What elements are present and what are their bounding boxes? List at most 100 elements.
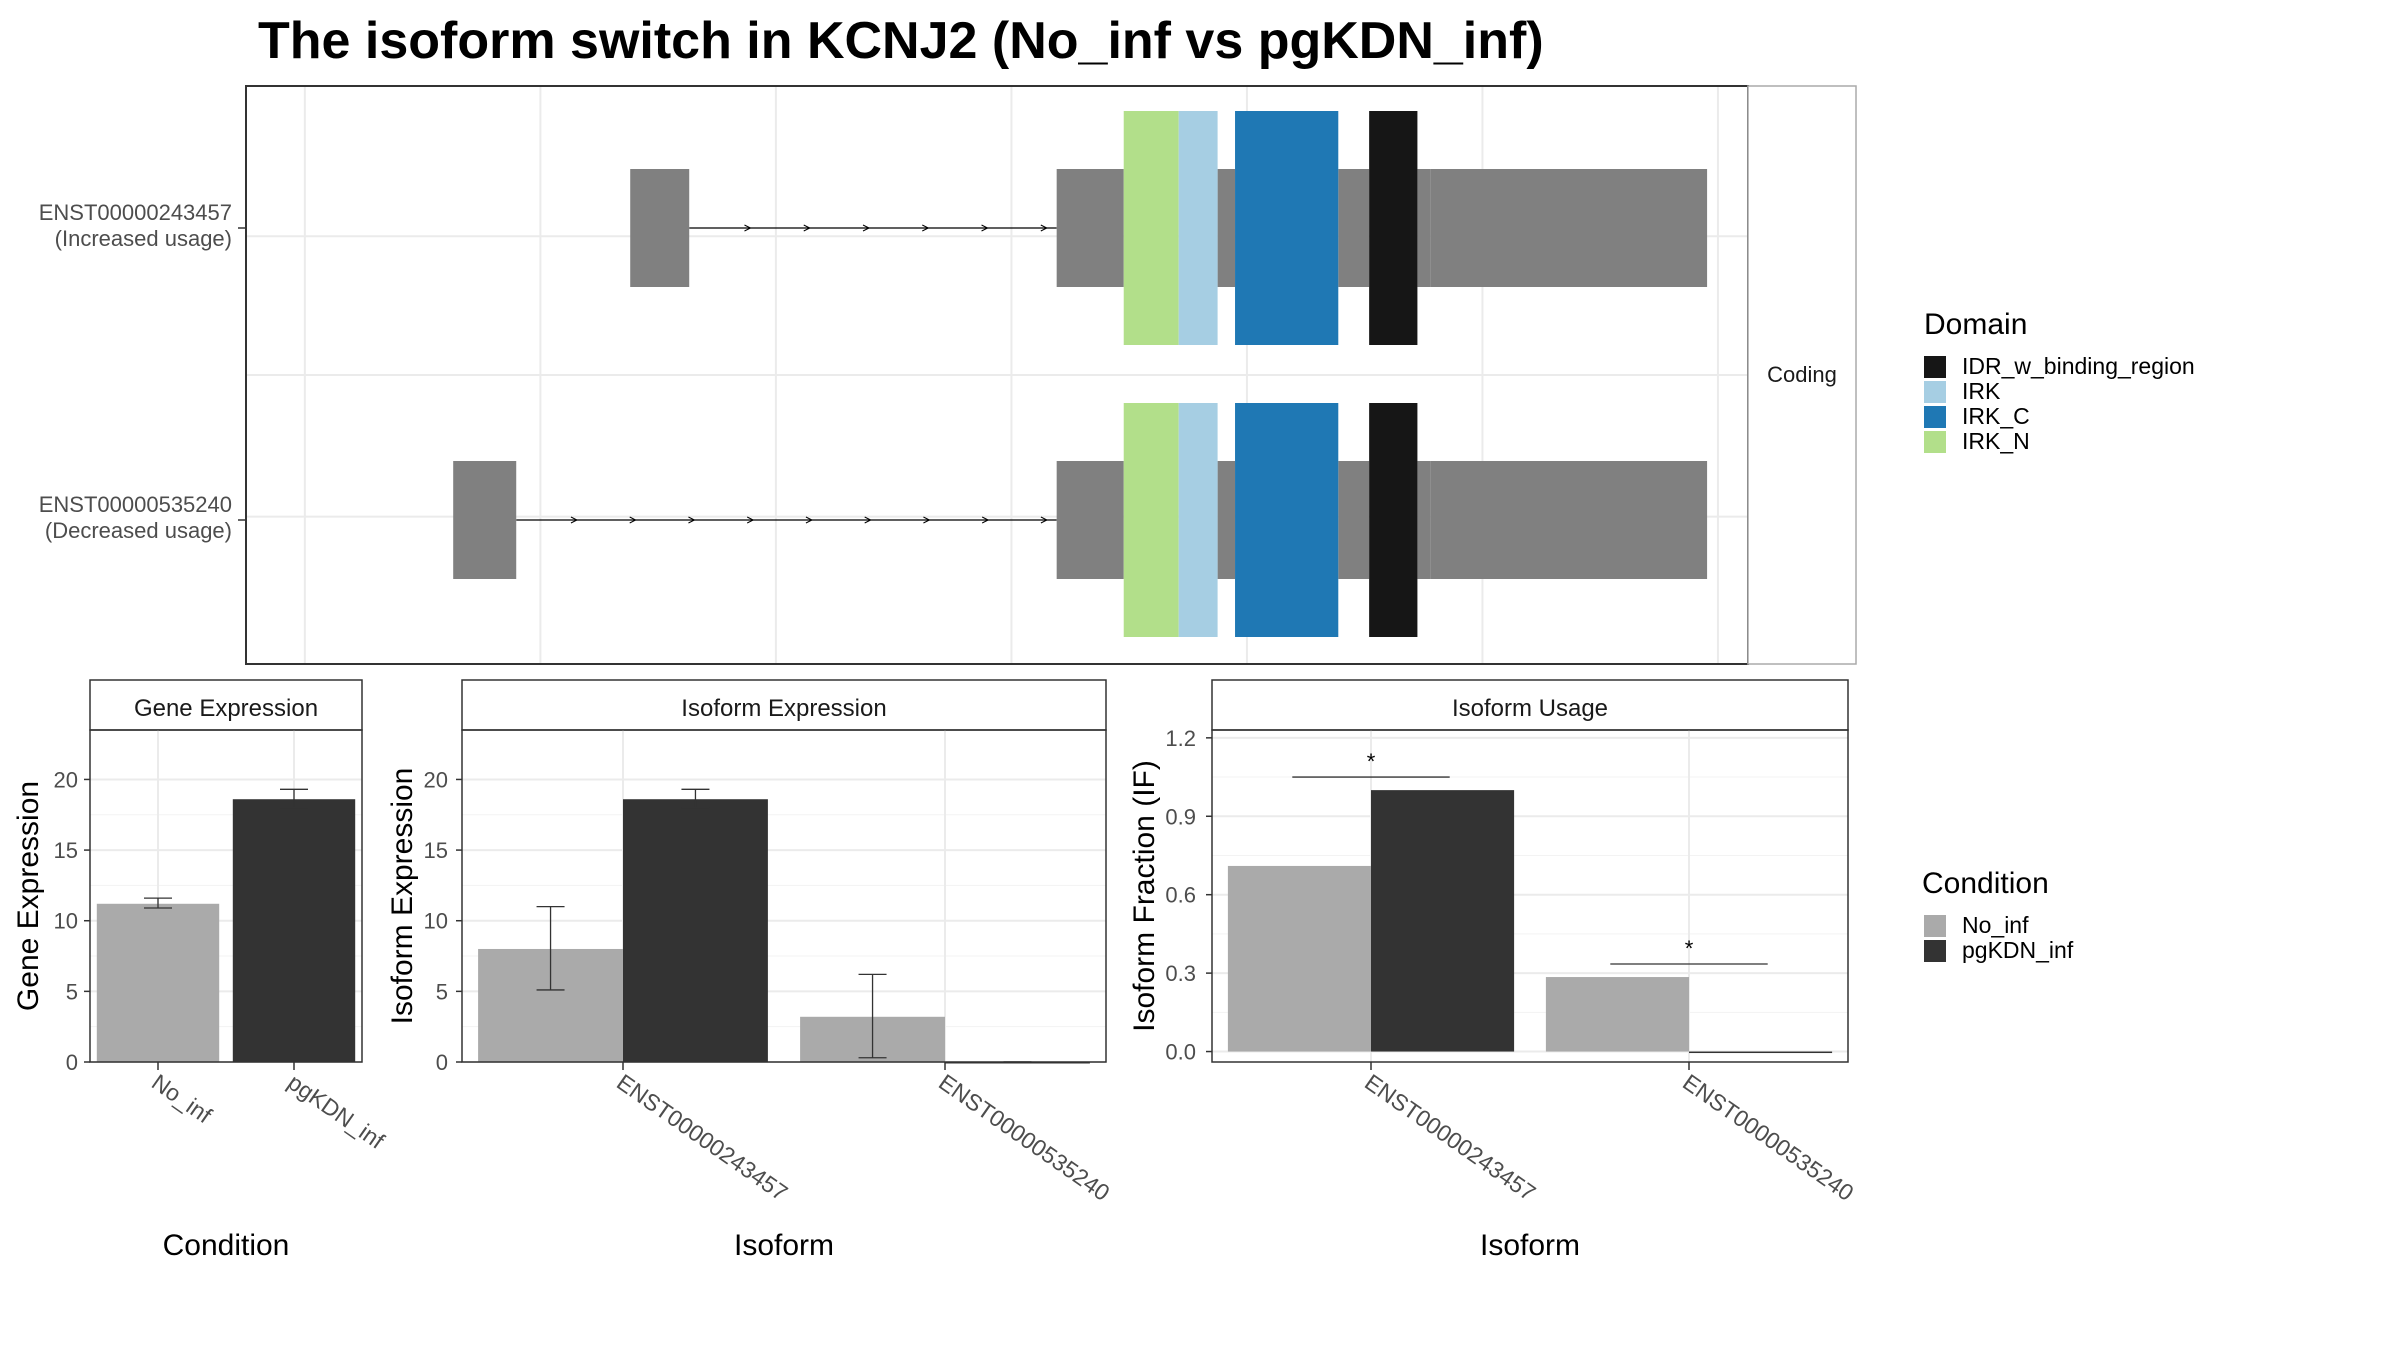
y-tick-label: 20	[54, 767, 78, 792]
intron-arrow	[803, 224, 811, 232]
exon-block	[1338, 169, 1370, 287]
transcript-usage-label: (Decreased usage)	[45, 518, 232, 543]
legend-label: IDR_w_binding_region	[1962, 353, 2195, 379]
bar-no-inf	[1227, 865, 1371, 1052]
y-tick-label: 0.3	[1165, 961, 1196, 986]
y-tick-label: 0.0	[1165, 1040, 1196, 1065]
domain-idr-w-binding-region	[1369, 111, 1418, 345]
domain-legend-title: Domain	[1924, 308, 2027, 341]
transcript-id-label: ENST00000243457	[39, 200, 232, 225]
y-tick-label: 15	[424, 838, 448, 863]
panel-strip-title: Isoform Usage	[1452, 695, 1608, 722]
exon-block	[1417, 461, 1431, 579]
x-tick-label: pgKDN_inf	[283, 1069, 390, 1154]
exon-block	[1217, 461, 1236, 579]
exon-block	[453, 461, 517, 579]
x-axis-title: Condition	[163, 1229, 290, 1262]
y-tick-label: 15	[54, 838, 78, 863]
intron-arrow	[864, 516, 872, 524]
domain-irk-n	[1123, 403, 1179, 637]
intron-arrow	[744, 224, 752, 232]
intron-arrow	[862, 224, 871, 232]
x-tick-label: ENST00000243457	[612, 1069, 792, 1206]
y-tick-label: 5	[66, 979, 78, 1004]
x-axis-title: Isoform	[734, 1229, 834, 1262]
transcript-ENST00000243457	[630, 111, 1708, 345]
significance-star: *	[1367, 749, 1376, 774]
y-tick-label: 20	[424, 767, 448, 792]
y-tick-label: 0	[66, 1050, 78, 1075]
exon-block	[1430, 461, 1708, 579]
plot-border	[461, 729, 1107, 1063]
panel-strip-title: Gene Expression	[134, 695, 318, 722]
bar-no-inf	[96, 903, 220, 1062]
bar-pgkdn-inf	[1371, 790, 1515, 1052]
panel-strip	[89, 679, 363, 731]
intron-arrow	[1040, 516, 1049, 524]
plot-border	[1211, 729, 1849, 1063]
y-tick-label: 0	[436, 1050, 448, 1075]
exon-block	[1217, 169, 1236, 287]
significance-star: *	[1685, 936, 1694, 961]
legend-swatch	[1924, 915, 1946, 937]
y-tick-label: 0.9	[1165, 804, 1196, 829]
y-tick-label: 1.2	[1165, 726, 1196, 751]
y-axis-title: Isoform Fraction (IF)	[1128, 760, 1161, 1032]
x-tick-label: ENST00000535240	[934, 1069, 1114, 1206]
intron-arrow	[570, 516, 579, 524]
domain-irk-c	[1235, 111, 1339, 345]
legend-swatch	[1924, 406, 1946, 428]
legend-label: IRK_C	[1962, 403, 2030, 429]
legend-swatch	[1924, 940, 1946, 962]
panel-strip	[1211, 679, 1849, 731]
transcript-structure-panel: ENST00000243457(Increased usage) ENST0000…	[39, 85, 1857, 665]
y-tick-label: 5	[436, 979, 448, 1004]
bar-no-inf	[1545, 977, 1689, 1052]
intron-arrow	[981, 516, 990, 524]
exon-block	[1417, 169, 1431, 287]
panel-strip-title: Isoform Expression	[681, 695, 886, 722]
facet-strip-label: Coding	[1767, 362, 1837, 387]
x-tick-label: ENST00000243457	[1360, 1069, 1540, 1206]
panel-strip	[461, 679, 1107, 731]
legend-swatch	[1924, 431, 1946, 453]
legend-label: IRK_N	[1962, 428, 2030, 454]
figure-title: The isoform switch in KCNJ2 (No_inf vs p…	[258, 12, 1544, 70]
intron-arrow	[1040, 224, 1048, 232]
exon-block	[1430, 169, 1708, 287]
isoform-usage-panel: Isoform Usage 0.0 0.3 0.6 0.9 1.2 * * ENST000002…	[1128, 679, 1859, 1262]
y-tick-label: 10	[54, 909, 78, 934]
domain-irk	[1178, 111, 1218, 345]
domain-idr-w-binding-region	[1369, 403, 1418, 637]
legend-label: IRK	[1962, 378, 2001, 404]
legend-swatch	[1924, 381, 1946, 403]
domain-irk-c	[1235, 403, 1339, 637]
intron-arrow	[805, 516, 814, 524]
exon-block	[1056, 461, 1124, 579]
transcript-ENST00000535240	[453, 403, 1708, 637]
intron-arrow	[746, 516, 755, 524]
intron-arrow	[688, 516, 696, 524]
intron-arrow	[981, 224, 989, 232]
y-axis-title: Gene Expression	[12, 781, 45, 1011]
bar-pgkdn-inf	[623, 799, 768, 1062]
y-tick-label: 0.6	[1165, 883, 1196, 908]
intron-arrow	[923, 516, 931, 524]
bar-pgkdn-inf	[1689, 1051, 1833, 1054]
plot-border	[89, 729, 363, 1063]
transcript-usage-label: (Increased usage)	[55, 226, 232, 251]
y-tick-label: 10	[424, 909, 448, 934]
gene-expression-panel: Gene Expression 0 5 10 15 20 No_inf pgKDN_inf Co…	[12, 679, 390, 1262]
x-tick-label: No_inf	[147, 1069, 217, 1129]
intron-arrow	[922, 224, 930, 232]
legend-label: pgKDN_inf	[1962, 937, 2074, 963]
isoform-expression-panel: Isoform Expression 0 5 10 15 20 ENST0000024345…	[386, 679, 1115, 1262]
x-axis-title: Isoform	[1480, 1229, 1580, 1262]
facet-strip	[1747, 85, 1857, 665]
transcript-id-label: ENST00000535240	[39, 492, 232, 517]
exon-block	[1338, 461, 1370, 579]
exon-block	[1056, 169, 1124, 287]
